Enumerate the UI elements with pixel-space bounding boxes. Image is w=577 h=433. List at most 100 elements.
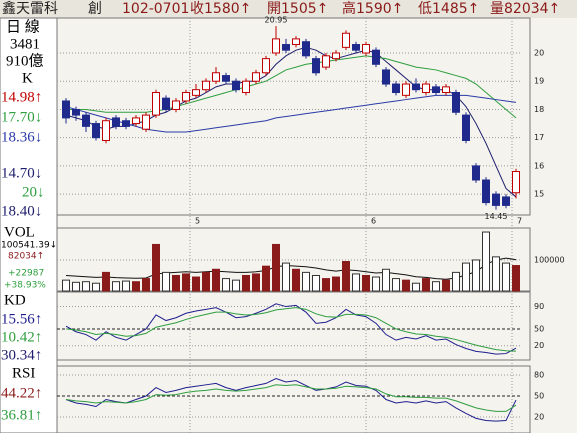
price-annotation: 14.45	[485, 212, 508, 221]
vol-value: 100541.39↓	[1, 241, 57, 251]
candle-body	[282, 44, 290, 51]
candle-body	[492, 193, 500, 206]
panel-title: K	[22, 70, 33, 86]
volume-bar	[382, 268, 390, 292]
candle-body	[232, 80, 240, 91]
volume-bar	[172, 274, 180, 292]
y-tick-label: 19	[534, 77, 544, 86]
indicator-line	[65, 303, 517, 355]
moving-average	[65, 94, 517, 133]
panel-title: VOL	[4, 224, 35, 240]
vol-value: 82034↑	[8, 252, 44, 262]
y-tick-label: 80	[534, 371, 544, 380]
indicator-line	[65, 307, 517, 352]
candle-body	[172, 100, 180, 110]
candle-body	[512, 171, 520, 194]
volume-bar	[132, 281, 140, 292]
vol-value: +38.93%	[4, 281, 46, 291]
candle-body	[192, 89, 200, 96]
volume-bar	[322, 278, 330, 292]
rsi-value: 44.22↑	[1, 385, 42, 401]
volume-bar	[112, 281, 120, 292]
candle-body	[472, 165, 480, 181]
volume-bar	[402, 279, 410, 292]
candle-body	[442, 86, 450, 94]
high: 高1590↑	[342, 0, 403, 17]
ma-value: 18.40↓	[1, 203, 42, 219]
stock-name: 鑫天雷科	[2, 0, 58, 17]
volume-bar	[462, 262, 470, 292]
indicator-line	[65, 384, 517, 412]
period: 日 線	[6, 18, 40, 35]
candle-body	[262, 58, 270, 74]
candle-body	[152, 92, 160, 116]
y-tick-label: 20	[534, 412, 544, 421]
volume-bar	[82, 281, 90, 292]
candle-body	[362, 44, 370, 54]
volume-bar	[292, 268, 300, 292]
candle-body	[102, 120, 110, 141]
volume-bar	[442, 279, 450, 292]
y-tick-label: 15	[534, 190, 544, 199]
volume-bar	[102, 271, 110, 292]
candle-body	[62, 100, 70, 119]
kd-value: 15.56↑	[1, 311, 42, 327]
volume-bar	[152, 243, 160, 292]
candle-body	[372, 49, 380, 65]
volume-bar	[192, 276, 200, 292]
candle-body	[392, 83, 400, 94]
moving-average	[66, 55, 517, 119]
candle-body	[502, 196, 510, 206]
candle-body	[302, 41, 310, 57]
candle-body	[72, 108, 80, 116]
volume-bar	[492, 256, 500, 292]
candle-body	[422, 83, 430, 94]
panel-title: KD	[4, 292, 26, 308]
volume-bar	[122, 280, 130, 292]
candle-body	[462, 114, 470, 141]
volume-bar	[212, 268, 220, 292]
market-cap: 910億	[6, 52, 44, 69]
open: 開1505↑	[267, 1, 328, 17]
candle-body	[312, 58, 320, 74]
volume-bar	[62, 279, 70, 292]
stock-tag: 創	[88, 1, 102, 17]
candle-body	[252, 72, 260, 82]
volume-bar	[312, 274, 320, 292]
candle-body	[332, 52, 340, 60]
kd-value: 30.34↑	[1, 347, 42, 363]
indicator-line	[65, 377, 517, 422]
candle-body	[162, 97, 170, 110]
ma-value: 14.98↑	[1, 89, 42, 105]
date: 102-0701	[122, 1, 189, 17]
candle-body	[322, 55, 330, 68]
vol-value: +22987	[8, 269, 44, 279]
ma-value: 14.70↓	[1, 165, 42, 181]
volume-bar	[232, 279, 240, 292]
volume-bar	[242, 274, 250, 292]
volume-bar	[162, 271, 170, 292]
volume-bar	[502, 262, 510, 292]
candle-body	[132, 117, 140, 125]
x-tick-label: 5	[195, 217, 200, 226]
kd-value: 10.42↑	[1, 329, 42, 345]
volume-bar	[432, 281, 440, 292]
y-tick-label: 17	[534, 133, 544, 142]
candle-body	[212, 72, 220, 82]
candle-body	[452, 92, 460, 113]
volume-bar	[72, 281, 80, 292]
code: 3481	[10, 36, 40, 52]
volume-bar	[182, 273, 190, 292]
y-tick-label: 16	[534, 161, 544, 170]
candle-body	[342, 32, 350, 48]
volume-bar	[472, 259, 480, 292]
rsi-value: 36.81↑	[1, 407, 42, 423]
volume-bar	[222, 278, 230, 292]
volume-bar	[332, 276, 340, 292]
candle-body	[122, 120, 130, 127]
panel-title: RSI	[12, 365, 35, 381]
y-tick-label: 50	[534, 324, 544, 333]
candle-body	[242, 80, 250, 94]
